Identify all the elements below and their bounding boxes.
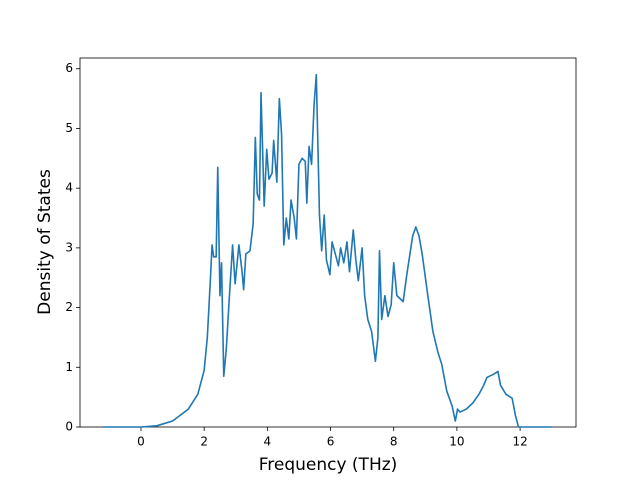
y-axis-label: Density of States — [35, 169, 55, 315]
x-tick-label: 2 — [200, 435, 208, 449]
y-tick-label: 2 — [65, 300, 73, 314]
x-tick-label: 6 — [327, 435, 335, 449]
x-tick-label: 0 — [137, 435, 145, 449]
x-tick-label: 12 — [512, 435, 527, 449]
x-axis-label: Frequency (THz) — [259, 455, 398, 475]
x-tick-label: 4 — [264, 435, 272, 449]
x-tick-label: 10 — [449, 435, 464, 449]
plot-frame — [79, 57, 577, 428]
dos-line — [103, 73, 552, 428]
y-tick-label: 4 — [65, 181, 73, 195]
y-tick-label: 3 — [65, 240, 73, 254]
y-tick-label: 6 — [65, 61, 73, 75]
y-tick-label: 5 — [65, 121, 73, 135]
x-tick-label: 8 — [390, 435, 398, 449]
y-tick-label: 0 — [65, 420, 73, 434]
y-tick-label: 1 — [65, 360, 73, 374]
